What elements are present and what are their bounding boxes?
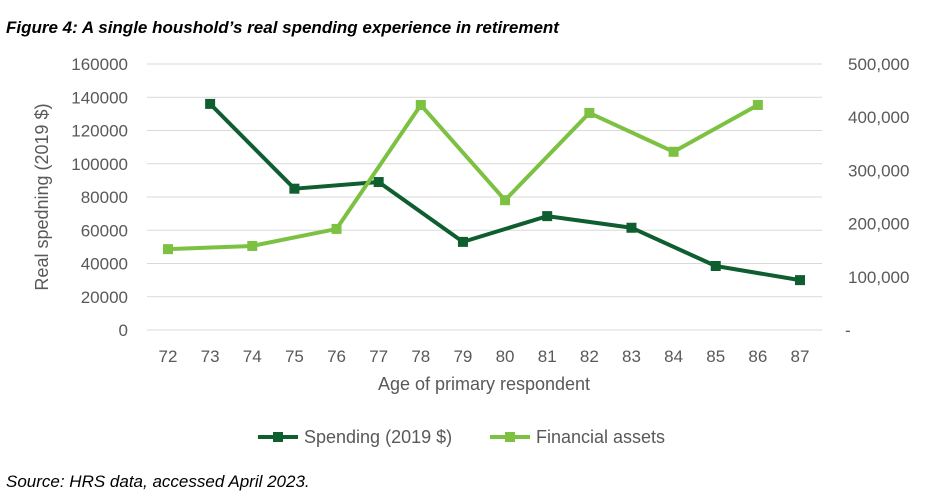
x-tick-label: 86 bbox=[748, 347, 767, 366]
y-axis-label: Real spedning (2019 $) bbox=[32, 103, 52, 290]
series-line bbox=[208, 102, 801, 283]
data-point bbox=[415, 99, 426, 110]
y-tick-label: 60000 bbox=[81, 221, 128, 240]
y2-tick-label: 200,000 bbox=[848, 215, 909, 234]
data-point bbox=[795, 275, 805, 286]
x-tick-label: 77 bbox=[369, 347, 388, 366]
y2-tick-label: - bbox=[845, 321, 851, 340]
y2-tick-label: 400,000 bbox=[848, 108, 909, 127]
x-tick-label: 84 bbox=[664, 347, 683, 366]
x-tick-label: 78 bbox=[411, 347, 430, 366]
x-tick-label: 72 bbox=[159, 347, 178, 366]
x-tick-label: 74 bbox=[243, 347, 262, 366]
y-tick-label: 80000 bbox=[81, 188, 128, 207]
data-point bbox=[710, 260, 721, 271]
data-point bbox=[373, 177, 384, 188]
data-point bbox=[752, 99, 763, 110]
x-tick-label: 85 bbox=[706, 347, 725, 366]
y2-tick-label: 500,000 bbox=[848, 55, 909, 74]
data-point bbox=[584, 107, 595, 118]
data-point bbox=[289, 183, 300, 194]
legend-marker bbox=[505, 432, 515, 442]
data-point bbox=[668, 146, 679, 157]
legend-label: Financial assets bbox=[536, 427, 665, 447]
x-tick-label: 87 bbox=[791, 347, 810, 366]
x-tick-label: 79 bbox=[453, 347, 472, 366]
y-tick-label: 160000 bbox=[71, 55, 128, 74]
x-axis-label: Age of primary respondent bbox=[378, 374, 590, 394]
data-point bbox=[247, 240, 258, 251]
data-point bbox=[626, 222, 637, 233]
x-tick-label: 75 bbox=[285, 347, 304, 366]
legend-label: Spending (2019 $) bbox=[304, 427, 452, 447]
source-note: Source: HRS data, accessed April 2023. bbox=[6, 472, 310, 491]
series-line bbox=[167, 102, 759, 252]
y2-tick-label: 100,000 bbox=[848, 268, 909, 287]
y-tick-label: 0 bbox=[119, 321, 128, 340]
x-tick-label: 83 bbox=[622, 347, 641, 366]
y-tick-label: 20000 bbox=[81, 288, 128, 307]
data-point bbox=[205, 98, 216, 109]
x-tick-label: 73 bbox=[201, 347, 220, 366]
y2-tick-label: 300,000 bbox=[848, 161, 909, 180]
y-tick-label: 40000 bbox=[81, 255, 128, 274]
legend-marker bbox=[273, 432, 283, 442]
figure-title: Figure 4: A single houshold’s real spend… bbox=[6, 18, 559, 37]
x-tick-label: 76 bbox=[327, 347, 346, 366]
x-tick-label: 82 bbox=[580, 347, 599, 366]
y-tick-label: 120000 bbox=[71, 122, 128, 141]
y-tick-label: 100000 bbox=[71, 155, 128, 174]
x-tick-label: 80 bbox=[496, 347, 515, 366]
y-tick-label: 140000 bbox=[71, 88, 128, 107]
data-point bbox=[457, 236, 468, 247]
x-tick-label: 81 bbox=[538, 347, 557, 366]
data-point bbox=[163, 244, 173, 255]
data-point bbox=[500, 195, 511, 206]
data-point bbox=[331, 223, 342, 234]
data-point bbox=[542, 211, 553, 222]
